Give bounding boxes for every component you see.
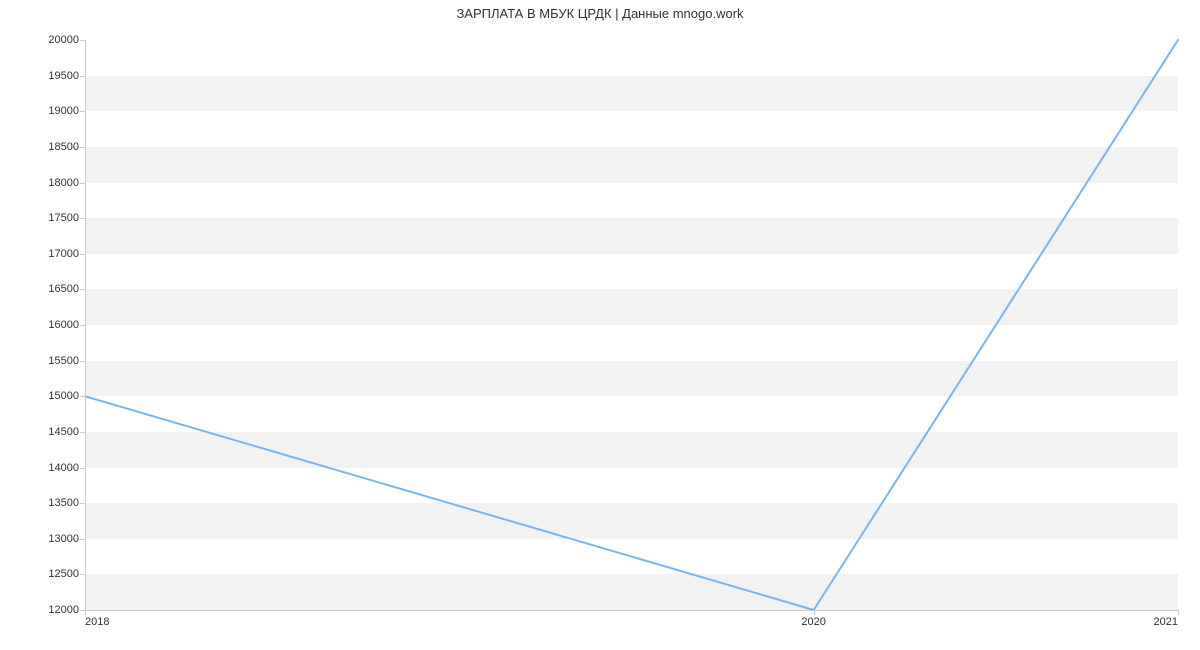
chart-title: ЗАРПЛАТА В МБУК ЦРДК | Данные mnogo.work bbox=[0, 6, 1200, 21]
y-tick-label: 19000 bbox=[48, 105, 85, 117]
y-tick-label: 20000 bbox=[48, 34, 85, 46]
x-tick-label: 2021 bbox=[1154, 610, 1178, 628]
y-tick-label: 15500 bbox=[48, 355, 85, 367]
y-tick-label: 12500 bbox=[48, 568, 85, 580]
y-tick-label: 17000 bbox=[48, 248, 85, 260]
y-tick-label: 16000 bbox=[48, 319, 85, 331]
y-tick-label: 13500 bbox=[48, 497, 85, 509]
y-tick-label: 18000 bbox=[48, 177, 85, 189]
y-tick-label: 12000 bbox=[48, 604, 85, 616]
line-layer bbox=[85, 40, 1178, 610]
y-axis-line bbox=[85, 40, 86, 610]
y-tick-label: 18500 bbox=[48, 141, 85, 153]
series-line-salary bbox=[85, 40, 1178, 610]
y-tick-label: 17500 bbox=[48, 212, 85, 224]
plot-area: 1200012500130001350014000145001500015500… bbox=[85, 40, 1178, 610]
x-axis-line bbox=[85, 610, 1178, 611]
x-tick-mark bbox=[1178, 610, 1179, 615]
y-tick-label: 19500 bbox=[48, 70, 85, 82]
x-tick-label: 2020 bbox=[801, 610, 825, 628]
y-tick-label: 14500 bbox=[48, 426, 85, 438]
y-tick-label: 15000 bbox=[48, 390, 85, 402]
y-tick-label: 14000 bbox=[48, 462, 85, 474]
y-tick-label: 13000 bbox=[48, 533, 85, 545]
chart-container: ЗАРПЛАТА В МБУК ЦРДК | Данные mnogo.work… bbox=[0, 0, 1200, 650]
x-tick-label: 2018 bbox=[85, 610, 109, 628]
y-tick-label: 16500 bbox=[48, 283, 85, 295]
